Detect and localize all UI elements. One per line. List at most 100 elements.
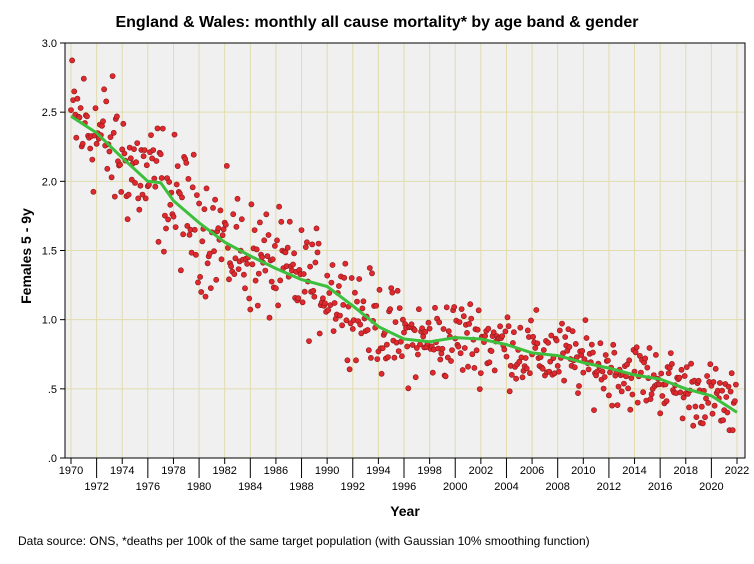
- data-point: [440, 326, 447, 332]
- data-point: [204, 260, 211, 267]
- data-point: [76, 114, 83, 121]
- data-point: [290, 261, 296, 268]
- data-point: [591, 407, 597, 413]
- data-point: [166, 179, 173, 185]
- x-tick-label: 1990: [315, 465, 339, 477]
- data-point: [364, 327, 371, 333]
- data-point: [474, 326, 481, 333]
- data-point: [328, 279, 335, 286]
- data-point: [186, 231, 193, 238]
- data-point: [692, 403, 699, 410]
- data-point: [262, 267, 269, 274]
- plot-frame: [64, 42, 746, 459]
- data-point: [252, 277, 259, 284]
- data-point: [299, 299, 306, 306]
- data-point: [555, 368, 562, 375]
- data-point: [728, 370, 735, 377]
- data-point: [426, 325, 433, 332]
- data-point: [189, 184, 196, 191]
- data-point: [191, 226, 198, 233]
- data-point: [690, 422, 697, 429]
- data-point: [627, 406, 634, 413]
- data-point: [442, 373, 449, 380]
- data-point: [302, 244, 309, 250]
- data-point: [77, 105, 84, 111]
- data-point: [533, 307, 540, 313]
- data-point: [688, 360, 694, 367]
- data-point: [606, 392, 612, 399]
- data-point: [185, 175, 192, 182]
- data-point: [499, 333, 506, 339]
- data-point: [348, 275, 355, 281]
- data-point: [150, 147, 157, 153]
- data-point: [444, 354, 451, 361]
- data-point: [220, 226, 227, 233]
- data-point: [727, 388, 734, 395]
- data-point: [174, 163, 181, 169]
- data-point: [579, 347, 586, 354]
- data-point: [266, 314, 273, 321]
- data-point: [399, 316, 406, 323]
- data-point: [351, 289, 358, 296]
- data-point: [566, 343, 573, 350]
- data-point: [343, 317, 350, 324]
- x-tick-label: 2016: [648, 481, 672, 493]
- data-point: [458, 306, 465, 312]
- data-point: [349, 325, 356, 332]
- data-point: [246, 295, 253, 302]
- data-point: [571, 364, 578, 371]
- data-point: [325, 307, 332, 313]
- x-tick-label: 1970: [59, 465, 83, 477]
- data-point: [103, 98, 110, 105]
- data-point: [274, 237, 280, 244]
- data-point: [669, 360, 675, 367]
- data-point: [711, 402, 718, 409]
- data-point: [457, 350, 464, 357]
- data-point: [733, 381, 739, 388]
- x-tick-label: 2006: [520, 465, 544, 477]
- data-point: [644, 364, 651, 371]
- data-point: [681, 373, 688, 379]
- data-point: [679, 415, 686, 422]
- y-tick-label: .0: [48, 453, 57, 465]
- x-tick-label: 2012: [597, 481, 621, 493]
- data-point: [242, 285, 248, 292]
- data-point: [532, 345, 539, 351]
- x-tick-label: 1978: [161, 465, 185, 477]
- data-point: [459, 367, 466, 373]
- data-point: [127, 155, 134, 162]
- data-point: [490, 329, 497, 336]
- data-point: [230, 211, 237, 218]
- data-point: [223, 162, 230, 169]
- data-point: [248, 201, 255, 208]
- data-point: [443, 304, 450, 311]
- data-point: [210, 204, 216, 211]
- data-point: [196, 200, 202, 207]
- data-point: [84, 113, 90, 120]
- data-point: [135, 195, 142, 202]
- data-point: [506, 388, 513, 395]
- data-point: [600, 385, 607, 392]
- data-point: [93, 140, 100, 147]
- data-point: [171, 131, 178, 138]
- data-point: [588, 341, 595, 348]
- data-point: [301, 288, 308, 295]
- data-point: [117, 161, 123, 168]
- data-point: [335, 283, 342, 289]
- data-point: [477, 370, 484, 376]
- data-point: [732, 398, 738, 404]
- x-tick-label: 1998: [417, 465, 441, 477]
- data-point: [277, 277, 284, 284]
- data-point: [193, 192, 200, 198]
- data-point: [409, 342, 416, 348]
- data-point: [172, 224, 179, 230]
- data-point: [100, 118, 106, 125]
- data-point: [159, 125, 166, 132]
- data-point: [142, 195, 149, 202]
- data-point: [124, 216, 131, 223]
- data-point: [501, 346, 508, 353]
- data-point: [436, 319, 443, 326]
- data-point: [659, 393, 666, 399]
- data-point: [717, 380, 723, 386]
